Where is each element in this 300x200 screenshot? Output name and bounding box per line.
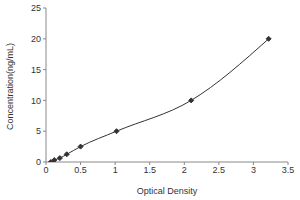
svg-text:3: 3: [251, 165, 256, 175]
svg-text:Optical Density: Optical Density: [137, 186, 198, 196]
svg-text:2: 2: [182, 165, 187, 175]
svg-text:2.5: 2.5: [213, 165, 226, 175]
svg-text:Concentration(ng/mL): Concentration(ng/mL): [8, 43, 15, 130]
svg-text:25: 25: [31, 3, 41, 13]
svg-text:10: 10: [31, 96, 41, 106]
svg-text:15: 15: [31, 65, 41, 75]
svg-text:0: 0: [36, 157, 41, 167]
svg-text:5: 5: [36, 126, 41, 136]
svg-text:1.5: 1.5: [143, 165, 156, 175]
svg-text:1: 1: [113, 165, 118, 175]
svg-text:20: 20: [31, 34, 41, 44]
svg-text:0: 0: [43, 165, 48, 175]
svg-text:3.5: 3.5: [282, 165, 292, 175]
svg-text:0.5: 0.5: [74, 165, 87, 175]
